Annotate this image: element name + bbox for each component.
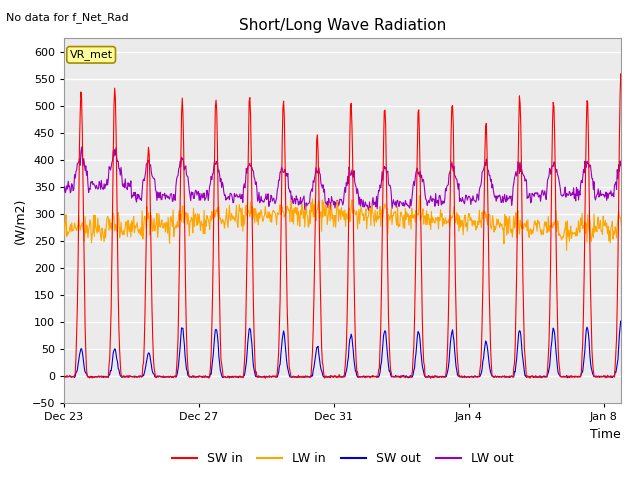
Y-axis label: (W/m2): (W/m2): [13, 198, 26, 244]
Text: No data for f_Net_Rad: No data for f_Net_Rad: [6, 12, 129, 23]
X-axis label: Time: Time: [590, 428, 621, 441]
Title: Short/Long Wave Radiation: Short/Long Wave Radiation: [239, 18, 446, 33]
Legend: SW in, LW in, SW out, LW out: SW in, LW in, SW out, LW out: [166, 447, 518, 470]
Text: VR_met: VR_met: [70, 49, 113, 60]
